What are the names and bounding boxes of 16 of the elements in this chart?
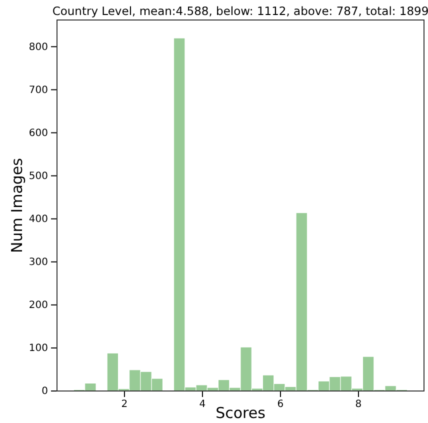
x-tick-label: 8 (355, 399, 362, 410)
y-tick-label: 800 (28, 42, 48, 53)
chart-title: Country Level, mean:4.588, below: 1112, above: 787, total: 1899 (52, 4, 428, 18)
x-axis-title: Scores (216, 404, 266, 422)
y-tick-label: 200 (28, 300, 48, 312)
y-tick-label: 0 (42, 386, 48, 398)
y-tick-label: 400 (28, 214, 48, 226)
y-tick-label: 600 (28, 128, 48, 139)
x-tick-label: 4 (199, 399, 206, 410)
y-tick-label: 300 (28, 257, 48, 268)
y-tick-label: 100 (28, 343, 48, 354)
x-tick-label: 6 (277, 399, 284, 410)
y-tick-label: 700 (28, 84, 48, 96)
y-tick-label: 500 (28, 171, 48, 182)
y-axis-title: Num Images (8, 158, 26, 253)
x-tick-label: 2 (121, 399, 128, 410)
